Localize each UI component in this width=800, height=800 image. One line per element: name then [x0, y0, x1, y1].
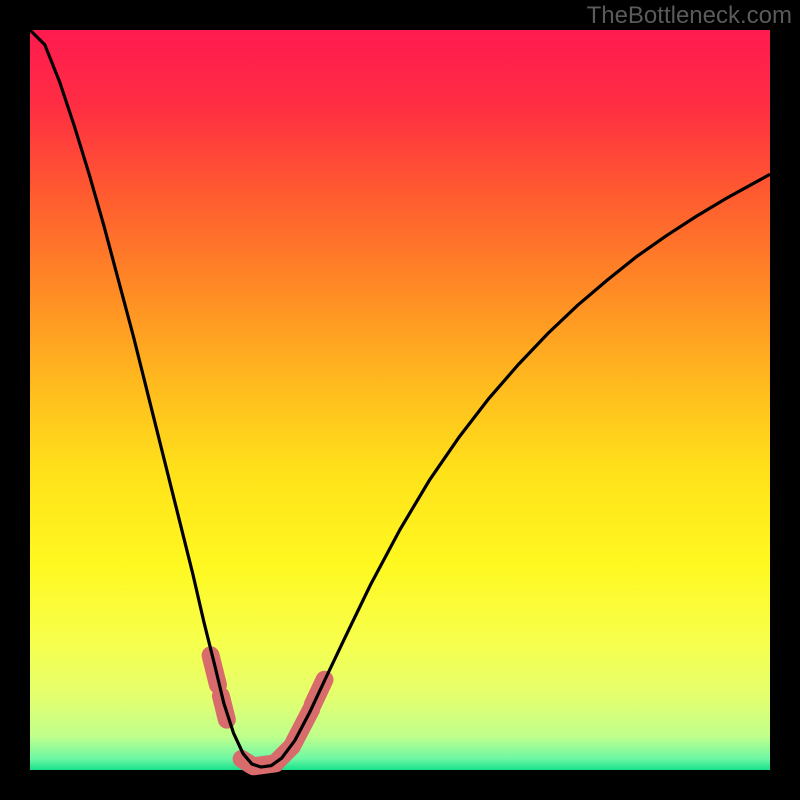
watermark-text: TheBottleneck.com — [587, 2, 792, 30]
plot-background-gradient — [30, 30, 770, 770]
bottleneck-chart-svg — [0, 0, 800, 800]
chart-stage: TheBottleneck.com — [0, 0, 800, 800]
